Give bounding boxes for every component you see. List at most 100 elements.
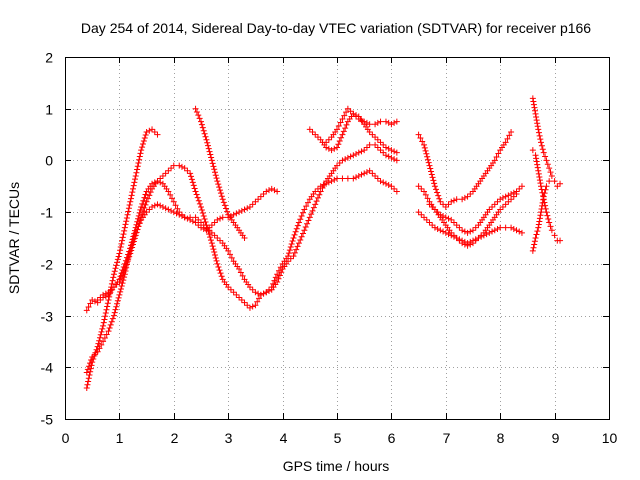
data-point <box>344 175 351 182</box>
data-point <box>211 251 218 258</box>
data-point <box>136 209 143 216</box>
data-point <box>196 200 203 207</box>
data-point <box>430 177 437 184</box>
data-point <box>105 328 112 335</box>
data-point <box>393 157 400 164</box>
data-point <box>532 235 539 241</box>
data-point <box>213 257 220 264</box>
data-point <box>85 363 92 370</box>
x-tick-label: 5 <box>334 430 342 446</box>
data-point <box>96 345 103 352</box>
data-point <box>335 141 342 148</box>
data-point <box>431 183 438 190</box>
x-tick-label: 6 <box>388 430 396 446</box>
data-point <box>313 198 320 205</box>
data-point <box>433 186 440 193</box>
data-point <box>115 294 122 301</box>
data-point <box>538 209 544 216</box>
data-point <box>421 141 428 148</box>
data-point <box>557 180 564 187</box>
data-point <box>241 299 248 306</box>
data-point <box>100 291 107 298</box>
data-point <box>314 134 321 141</box>
data-point <box>499 194 506 201</box>
data-point <box>391 185 398 192</box>
data-point <box>141 135 148 142</box>
data-point <box>127 198 134 205</box>
series-track-2 <box>83 178 281 376</box>
data-point <box>260 290 267 297</box>
data-point <box>113 281 120 288</box>
data-point <box>134 226 141 233</box>
data-point <box>431 224 438 231</box>
data-point <box>159 203 166 210</box>
data-point <box>312 188 319 195</box>
data-point <box>429 174 436 181</box>
data-point <box>548 172 555 179</box>
data-point <box>546 165 553 172</box>
data-point <box>456 224 463 231</box>
data-point <box>188 173 195 180</box>
data-point <box>382 118 389 125</box>
data-point <box>300 230 306 237</box>
data-point <box>162 170 169 177</box>
data-point <box>464 193 471 200</box>
data-point <box>139 141 146 148</box>
data-point <box>475 235 482 241</box>
data-point <box>427 165 434 172</box>
data-point <box>380 149 387 156</box>
data-point <box>513 227 520 234</box>
data-point <box>540 193 547 200</box>
data-point <box>472 237 479 244</box>
data-point <box>419 138 426 145</box>
x-tick-label: 0 <box>62 430 70 446</box>
data-point <box>385 119 392 126</box>
data-point <box>127 195 134 202</box>
data-point <box>531 241 538 248</box>
data-point <box>124 211 131 218</box>
data-point <box>178 163 185 170</box>
data-point <box>529 247 536 254</box>
data-point <box>107 321 114 328</box>
data-point <box>426 201 433 208</box>
data-point <box>83 369 90 376</box>
data-point <box>535 221 542 228</box>
data-point <box>453 235 460 241</box>
data-point <box>266 187 272 194</box>
data-point <box>491 227 498 234</box>
data-point <box>137 206 144 213</box>
data-point <box>104 303 111 310</box>
data-point <box>510 225 517 232</box>
data-point <box>363 169 370 176</box>
data-point <box>289 238 296 245</box>
data-point <box>98 341 105 348</box>
data-point <box>417 135 424 142</box>
data-point <box>108 318 115 325</box>
data-point <box>355 116 362 123</box>
data-point <box>119 280 126 287</box>
data-point <box>300 209 306 216</box>
data-point <box>238 297 245 304</box>
data-point <box>246 203 253 210</box>
data-point <box>538 206 545 213</box>
data-point <box>440 228 447 235</box>
data-point <box>314 194 321 201</box>
data-point <box>295 240 302 247</box>
data-point <box>377 147 384 154</box>
data-point <box>448 216 455 223</box>
data-point <box>136 153 143 160</box>
data-point <box>211 232 218 239</box>
data-point <box>205 228 212 235</box>
data-point <box>216 267 223 274</box>
data-point <box>168 207 175 214</box>
data-point <box>301 206 308 213</box>
data-point <box>530 101 537 108</box>
data-point <box>505 198 512 205</box>
data-point <box>206 231 213 238</box>
data-point <box>219 214 226 221</box>
data-point <box>547 169 554 176</box>
data-point <box>196 115 203 122</box>
data-point <box>209 243 216 250</box>
data-point <box>98 328 105 335</box>
series-track-6 <box>306 110 400 156</box>
